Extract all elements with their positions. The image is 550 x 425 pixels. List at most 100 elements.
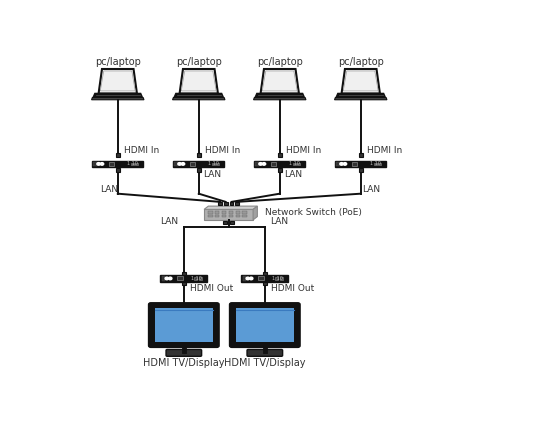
FancyBboxPatch shape <box>204 210 253 220</box>
FancyBboxPatch shape <box>92 161 144 167</box>
Text: HDMI Out: HDMI Out <box>190 284 234 293</box>
FancyBboxPatch shape <box>195 277 197 280</box>
FancyBboxPatch shape <box>178 277 183 280</box>
FancyBboxPatch shape <box>155 308 213 342</box>
FancyBboxPatch shape <box>199 277 202 280</box>
FancyBboxPatch shape <box>162 276 165 281</box>
Bar <box>229 215 233 217</box>
Text: LAN: LAN <box>362 185 381 194</box>
Text: HDMI In: HDMI In <box>205 146 240 155</box>
Text: LAN: LAN <box>270 218 288 227</box>
FancyBboxPatch shape <box>230 303 300 347</box>
Circle shape <box>262 163 266 165</box>
FancyBboxPatch shape <box>236 308 294 342</box>
FancyBboxPatch shape <box>230 202 234 205</box>
Text: 1 10: 1 10 <box>208 162 219 167</box>
Text: 1 10: 1 10 <box>272 276 283 281</box>
Text: 1 10: 1 10 <box>191 276 202 281</box>
Text: pc/laptop: pc/laptop <box>176 57 222 68</box>
FancyBboxPatch shape <box>174 162 178 166</box>
Text: Network Switch (PoE): Network Switch (PoE) <box>265 209 362 218</box>
Polygon shape <box>100 71 135 91</box>
FancyBboxPatch shape <box>243 276 246 281</box>
FancyBboxPatch shape <box>263 281 267 285</box>
Bar <box>208 211 213 214</box>
Text: LAN: LAN <box>100 185 118 194</box>
Polygon shape <box>173 97 225 100</box>
Polygon shape <box>254 97 306 100</box>
Bar <box>243 215 247 217</box>
Polygon shape <box>174 94 223 97</box>
Text: LAN: LAN <box>284 170 302 179</box>
Text: HDMI TV/Display: HDMI TV/Display <box>224 358 306 368</box>
Polygon shape <box>343 71 378 91</box>
FancyBboxPatch shape <box>280 277 283 280</box>
Polygon shape <box>261 69 299 94</box>
FancyBboxPatch shape <box>166 349 202 356</box>
Circle shape <box>343 163 346 165</box>
Text: pc/laptop: pc/laptop <box>338 57 384 68</box>
Bar <box>215 211 219 214</box>
Text: HDMI Out: HDMI Out <box>271 284 315 293</box>
FancyBboxPatch shape <box>247 349 283 356</box>
Bar <box>222 215 226 217</box>
Circle shape <box>100 163 104 165</box>
Bar <box>235 215 240 217</box>
FancyBboxPatch shape <box>263 272 267 275</box>
Circle shape <box>168 277 172 280</box>
FancyBboxPatch shape <box>197 168 201 172</box>
Text: 1 10: 1 10 <box>128 162 138 167</box>
Polygon shape <box>204 206 257 210</box>
Text: LAN: LAN <box>161 218 179 227</box>
Circle shape <box>259 163 262 165</box>
FancyBboxPatch shape <box>293 163 295 165</box>
Polygon shape <box>98 69 137 94</box>
FancyBboxPatch shape <box>352 162 358 166</box>
FancyBboxPatch shape <box>197 153 201 157</box>
Polygon shape <box>336 94 385 97</box>
Text: HDMI In: HDMI In <box>367 146 403 155</box>
Bar <box>243 211 247 214</box>
FancyBboxPatch shape <box>276 277 278 280</box>
Text: LAN: LAN <box>203 170 221 179</box>
Polygon shape <box>262 71 297 91</box>
Bar <box>229 211 233 214</box>
Bar <box>215 215 219 217</box>
FancyBboxPatch shape <box>116 168 120 172</box>
Circle shape <box>165 277 168 280</box>
Text: pc/laptop: pc/laptop <box>95 57 141 68</box>
FancyBboxPatch shape <box>223 221 227 224</box>
FancyBboxPatch shape <box>359 168 362 172</box>
FancyBboxPatch shape <box>271 162 276 166</box>
FancyBboxPatch shape <box>378 163 381 165</box>
Bar <box>222 211 226 214</box>
Text: HDMI TV/Display: HDMI TV/Display <box>143 358 224 368</box>
Polygon shape <box>342 69 380 94</box>
FancyBboxPatch shape <box>116 153 120 157</box>
FancyBboxPatch shape <box>173 161 224 167</box>
Polygon shape <box>91 97 144 100</box>
Circle shape <box>178 163 182 165</box>
FancyBboxPatch shape <box>241 275 288 282</box>
FancyBboxPatch shape <box>218 202 222 205</box>
Text: 1 10: 1 10 <box>370 162 381 167</box>
Bar <box>208 215 213 217</box>
Text: 1 10: 1 10 <box>289 162 300 167</box>
Polygon shape <box>182 71 216 91</box>
FancyBboxPatch shape <box>335 161 386 167</box>
FancyBboxPatch shape <box>94 162 97 166</box>
FancyBboxPatch shape <box>278 168 282 172</box>
Text: HDMI In: HDMI In <box>286 146 321 155</box>
FancyBboxPatch shape <box>254 161 305 167</box>
Bar <box>235 211 240 214</box>
FancyBboxPatch shape <box>216 163 219 165</box>
Circle shape <box>246 277 250 280</box>
FancyBboxPatch shape <box>135 163 138 165</box>
FancyBboxPatch shape <box>130 163 134 165</box>
FancyBboxPatch shape <box>337 162 340 166</box>
FancyBboxPatch shape <box>109 162 114 166</box>
Polygon shape <box>179 69 218 94</box>
Text: HDMI In: HDMI In <box>124 146 160 155</box>
Circle shape <box>340 163 343 165</box>
Circle shape <box>250 277 253 280</box>
